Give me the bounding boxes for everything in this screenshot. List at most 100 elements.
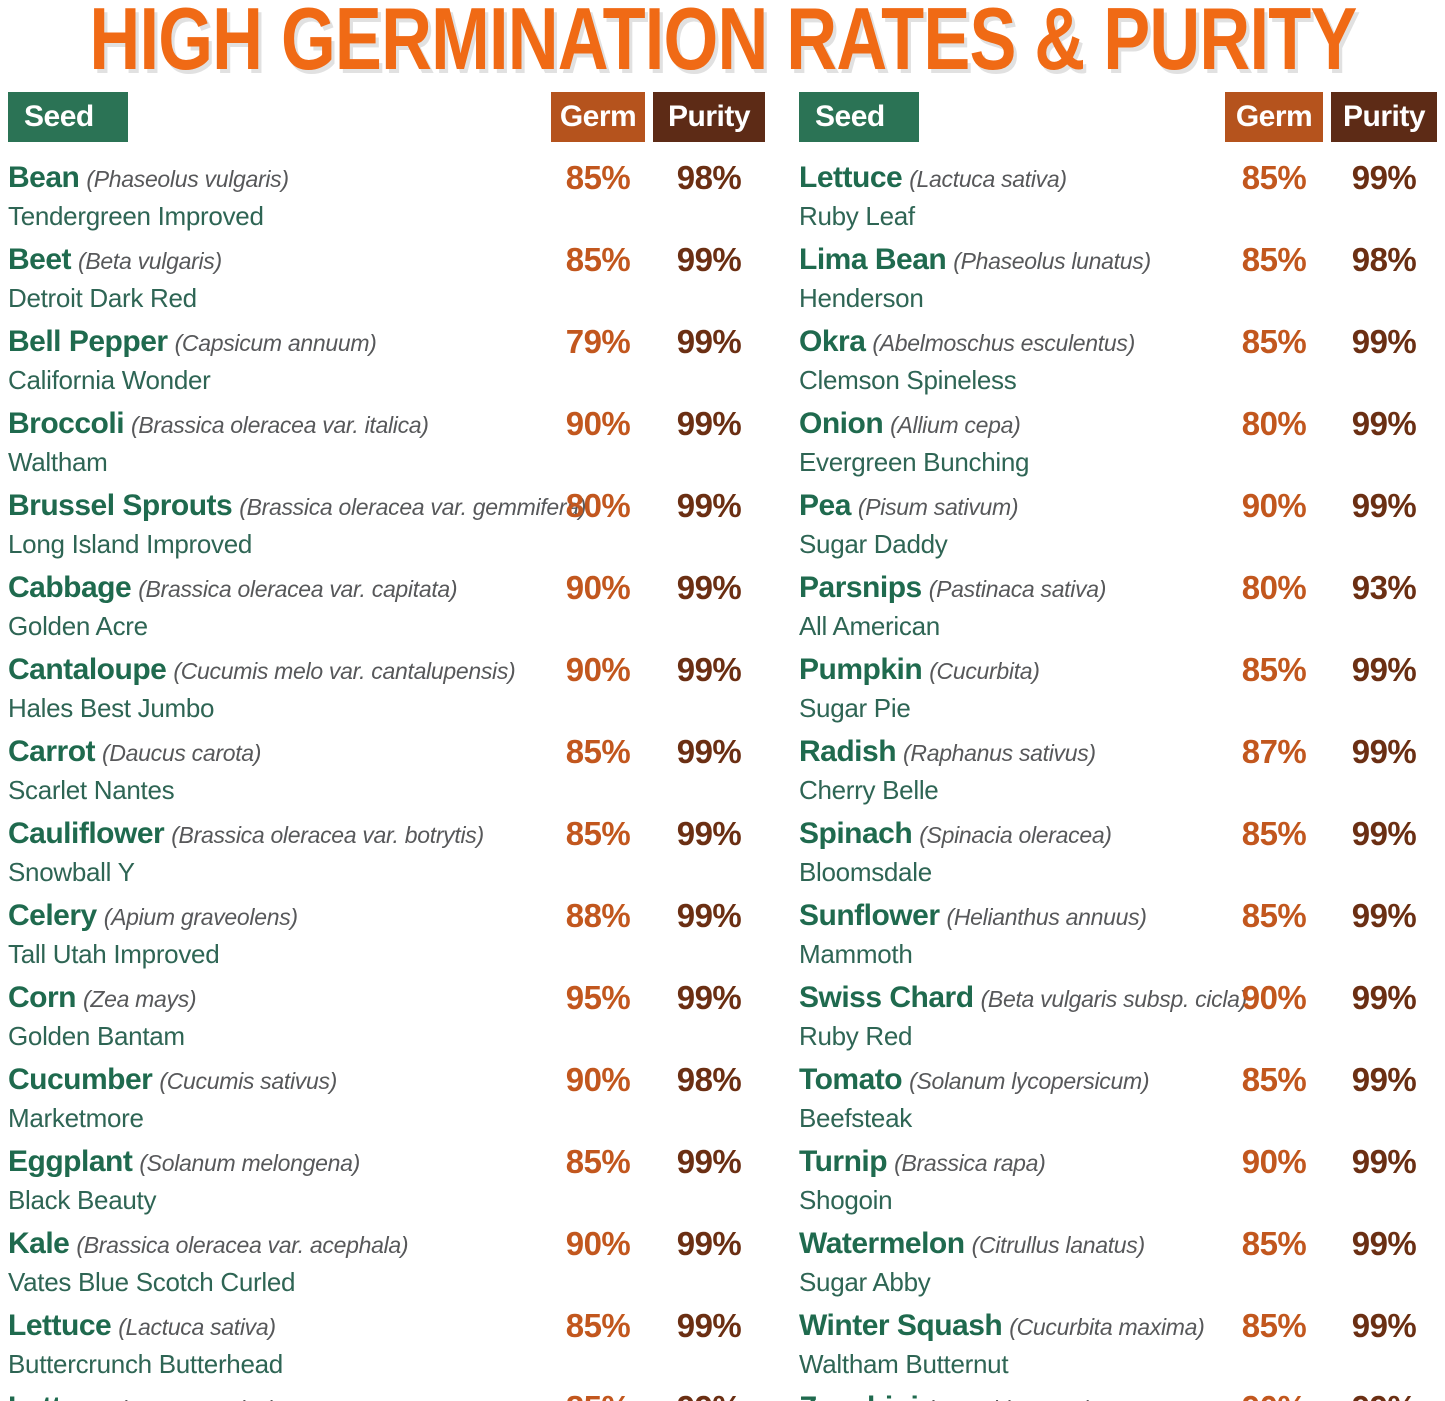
seed-latin-name: (Cucurbita pepo): [925, 1396, 1092, 1401]
seed-variety: Beefsteak: [799, 1103, 912, 1133]
seed-variety: Hales Best Jumbo: [8, 693, 215, 723]
germ-value: 85%: [1241, 897, 1307, 934]
seed-cell: Lettuce (Lactuca sativa) Buttercrunch But…: [8, 1308, 543, 1379]
seed-cell: Spinach (Spinacia oleracea) Bloomsdale: [799, 816, 1217, 887]
germ-value: 90%: [565, 405, 631, 442]
seed-latin-name: (Beta vulgaris): [78, 248, 222, 274]
seed-latin-name: (Allium cepa): [890, 412, 1021, 438]
purity-value: 99%: [676, 487, 742, 524]
seed-latin-name: (Brassica rapa): [894, 1150, 1046, 1176]
seed-cell: Winter Squash (Cucurbita maxima) Waltham …: [799, 1308, 1217, 1379]
seed-name: Lettuce: [799, 161, 903, 194]
seed-name-line: Turnip (Brassica rapa): [799, 1144, 1217, 1185]
seed-cell: Sunflower (Helianthus annuus) Mammoth: [799, 898, 1217, 969]
germ-value: 90%: [1241, 1143, 1307, 1180]
seed-cell: Cauliflower (Brassica oleracea var. botry…: [8, 816, 543, 887]
seed-variety: Evergreen Bunching: [799, 447, 1030, 477]
seed-name: Pea: [799, 489, 851, 522]
seed-name: Sunflower: [799, 899, 940, 932]
table-row: Cantaloupe (Cucumis melo var. cantalupens…: [8, 651, 765, 724]
seed-name: Brussel Sprouts: [8, 489, 233, 522]
seed-latin-name: (Cucumis sativus): [159, 1068, 338, 1094]
seed-name-line: Beet (Beta vulgaris): [8, 242, 543, 283]
seed-variety: Clemson Spineless: [799, 365, 1017, 395]
germ-value: 90%: [1241, 979, 1307, 1016]
seed-name-line: Okra (Abelmoschus esculentus): [799, 324, 1217, 365]
seed-cell: Watermelon (Citrullus lanatus) Sugar Abby: [799, 1226, 1217, 1297]
seed-variety: Sugar Abby: [799, 1267, 931, 1297]
purity-value: 99%: [676, 569, 742, 606]
seed-name-line: Watermelon (Citrullus lanatus): [799, 1226, 1217, 1267]
seed-latin-name: (Pastinaca sativa): [928, 576, 1107, 602]
seed-name-line: Lima Bean (Phaseolus lunatus): [799, 242, 1217, 283]
purity-value: 99%: [676, 241, 742, 278]
germ-value: 87%: [1241, 733, 1307, 770]
seed-name-line: Zucchini (Cucurbita pepo): [799, 1390, 1217, 1401]
table-row: Zucchini(Cucurbita pepo) Black Beauty 90…: [799, 1390, 1437, 1401]
table-row: Turnip (Brassica rapa) Shogoin 90% 99%: [799, 1143, 1437, 1216]
seed-variety: Sugar Pie: [799, 693, 911, 723]
purity-value: 99%: [1351, 323, 1417, 360]
seed-variety: Sugar Daddy: [799, 529, 948, 559]
table-row: Cucumber (Cucumis sativus) Marketmore 90%…: [8, 1062, 765, 1134]
table-row: Swiss Chard (Beta vulgaris subsp. cicla) …: [799, 979, 1437, 1052]
seed-name: Radish: [799, 735, 897, 768]
seed-name-line: Lettuce (Lactuca sativa): [8, 1390, 543, 1401]
purity-value: 99%: [1351, 815, 1417, 852]
seed-name-line: Bean (Phaseolus vulgaris): [8, 160, 543, 201]
purity-value: 99%: [676, 651, 742, 688]
germ-value: 90%: [1241, 487, 1307, 524]
germ-value: 85%: [565, 241, 631, 278]
seed-name: Watermelon: [799, 1227, 965, 1260]
seed-table-left: Seed Germ Purity Bean (Phaseolus vulgaris…: [8, 92, 765, 1401]
seed-latin-name: (Brassica oleracea var. botrytis): [171, 822, 484, 848]
seed-name-line: Cantaloupe (Cucumis melo var. cantalupens…: [8, 652, 543, 693]
table-row: Brussel Sprouts (Brassica oleracea var. g…: [8, 487, 765, 560]
seed-name-line: Corn (Zea mays): [8, 980, 543, 1021]
seed-cell: Onion (Allium cepa) Evergreen Bunching: [799, 406, 1217, 477]
seed-name: Okra: [799, 325, 866, 358]
purity-value: 99%: [676, 897, 742, 934]
seed-name: Bean: [8, 161, 80, 194]
seed-latin-name: (Abelmoschus esculentus): [872, 330, 1135, 356]
table-columns: Seed Germ Purity Bean (Phaseolus vulgaris…: [0, 92, 1445, 1401]
table-row: Lettuce (Lactuca sativa) Buttercrunch But…: [8, 1307, 765, 1380]
page-title: HIGH GERMINATION RATES & PURITY: [88, 0, 1357, 88]
seed-name-line: Cucumber (Cucumis sativus): [8, 1062, 543, 1103]
seed-name: Lettuce: [8, 1391, 112, 1401]
seed-cell: Brussel Sprouts (Brassica oleracea var. g…: [8, 488, 586, 559]
seed-name-line: Celery (Apium graveolens): [8, 898, 543, 939]
germ-value: 85%: [1241, 1225, 1307, 1262]
seed-latin-name: (Lactuca sativa): [118, 1396, 276, 1401]
seed-cell: Cabbage (Brassica oleracea var. capitata)…: [8, 570, 543, 641]
germ-value: 80%: [1241, 569, 1307, 606]
germ-value: 90%: [565, 651, 631, 688]
table-row: Cauliflower (Brassica oleracea var. botry…: [8, 816, 765, 888]
seed-variety: Shogoin: [799, 1185, 893, 1215]
seed-name-line: Swiss Chard (Beta vulgaris subsp. cicla): [799, 980, 1247, 1021]
table-row: Eggplant (Solanum melongena) Black Beauty…: [8, 1144, 765, 1216]
seed-cell: Zucchini(Cucurbita pepo) Black Beauty: [799, 1390, 1217, 1401]
seed-latin-name: (Lactuca sativa): [118, 1314, 276, 1340]
germ-value: 85%: [565, 1307, 631, 1344]
seed-latin-name: (Phaseolus lunatus): [953, 248, 1151, 274]
table-header-right: Seed Germ Purity: [799, 92, 1437, 142]
seed-variety: Bloomsdale: [799, 857, 932, 887]
germ-value: 85%: [565, 159, 631, 196]
table-row: Cabbage (Brassica oleracea var. capitata)…: [8, 569, 765, 642]
seed-name-line: Cauliflower (Brassica oleracea var. botry…: [8, 816, 543, 857]
purity-value: 99%: [676, 1307, 742, 1344]
seed-variety: Black Beauty: [8, 1185, 157, 1215]
germ-value: 85%: [1241, 159, 1307, 196]
seed-name-line: Bell Pepper (Capsicum annuum): [8, 324, 543, 365]
seed-name: Broccoli: [8, 407, 125, 440]
purity-value: 99%: [676, 1225, 742, 1262]
purity-value: 99%: [1351, 1143, 1417, 1180]
seed-cell: Pumpkin (Cucurbita) Sugar Pie: [799, 652, 1217, 723]
table-row: Lima Bean (Phaseolus lunatus) Henderson 8…: [799, 242, 1437, 314]
seed-latin-name: (Beta vulgaris subsp. cicla): [980, 986, 1248, 1012]
seed-latin-name: (Pisum sativum): [857, 494, 1019, 520]
purity-value: 99%: [1331, 1390, 1437, 1401]
germ-value: 85%: [1241, 1061, 1307, 1098]
seed-name-line: Sunflower (Helianthus annuus): [799, 898, 1217, 939]
